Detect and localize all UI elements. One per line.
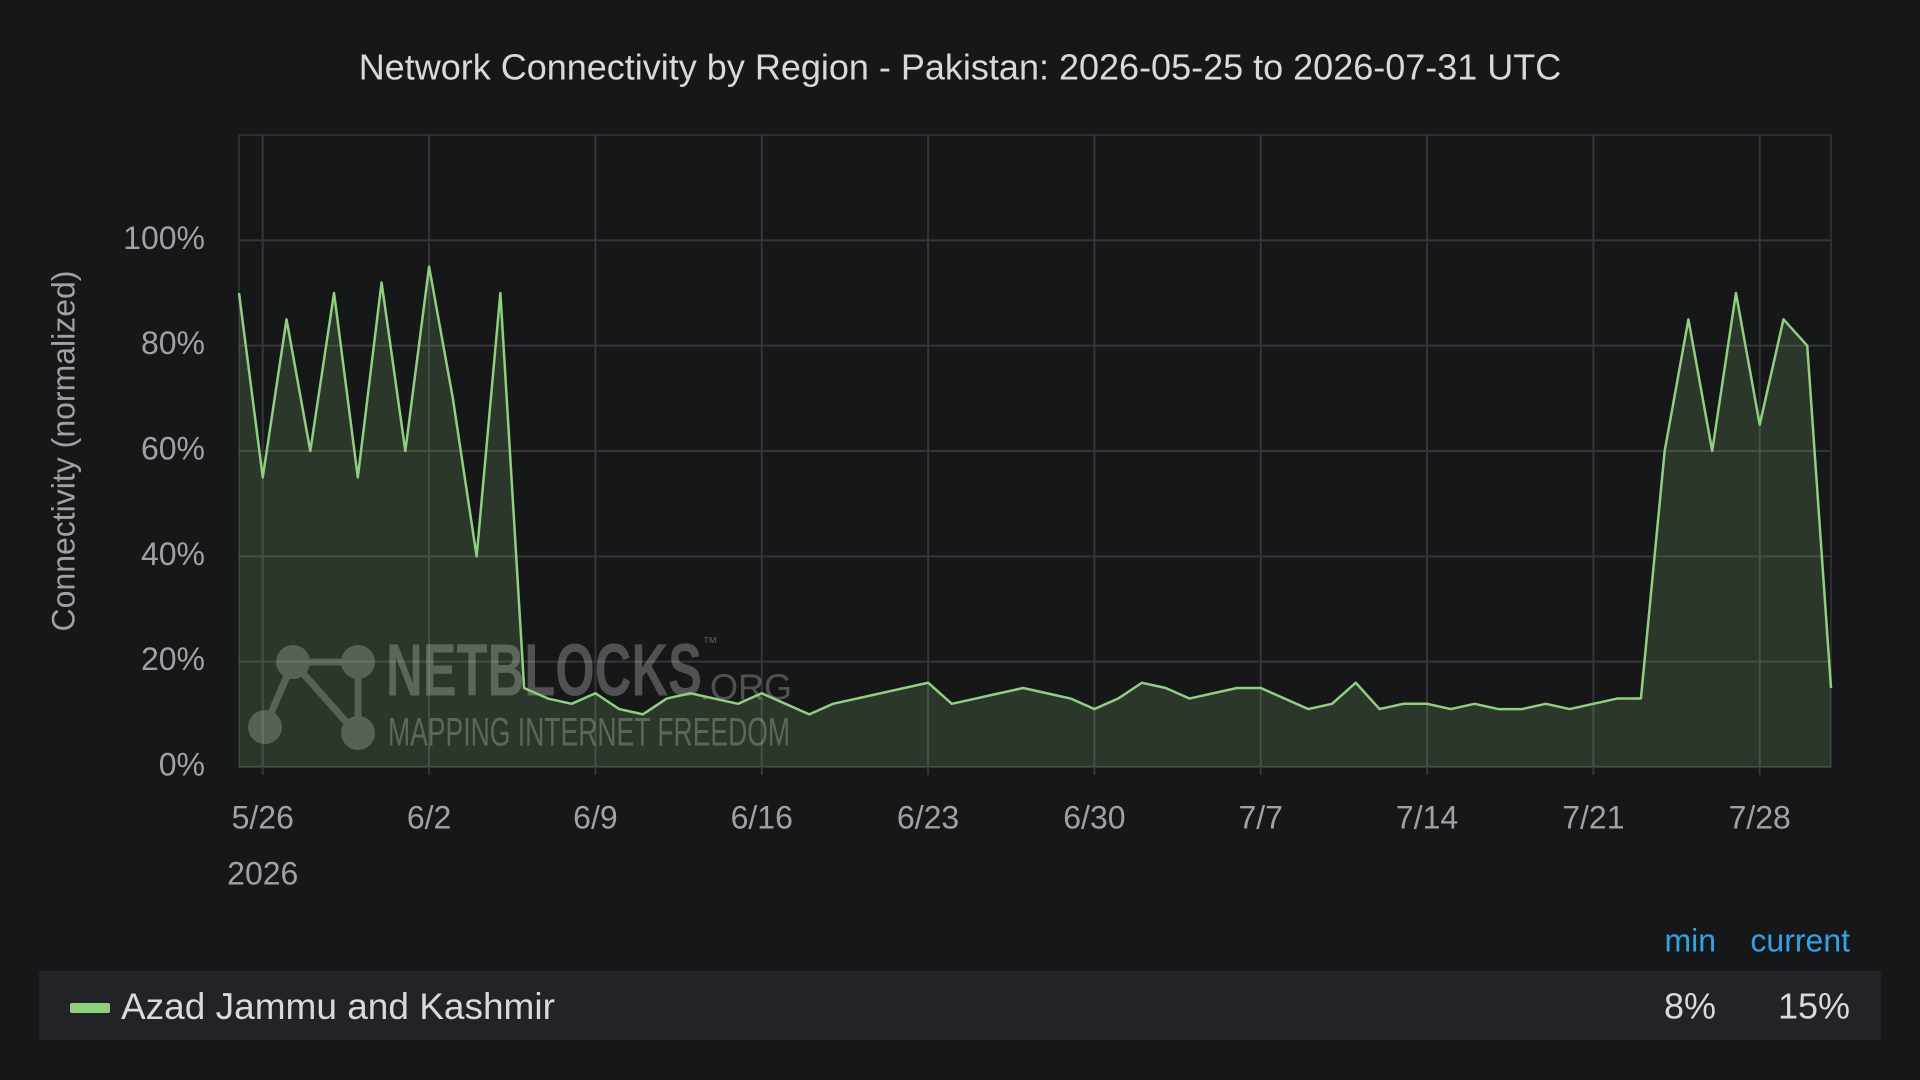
chart-title: Network Connectivity by Region - Pakista… xyxy=(359,47,1562,88)
y-tick-label: 60% xyxy=(141,430,205,466)
legend-row xyxy=(39,971,1881,1040)
watermark-link xyxy=(261,660,297,729)
series-area xyxy=(239,266,1831,767)
x-tick-label: 6/16 xyxy=(731,799,793,835)
x-tick-label: 7/28 xyxy=(1729,799,1791,835)
x-tick-label: 7/21 xyxy=(1562,799,1624,835)
y-tick-label: 40% xyxy=(141,536,205,572)
watermark-tagline: MAPPING INTERNET FREEDOM xyxy=(388,711,790,755)
y-tick-label: 100% xyxy=(123,220,205,256)
watermark-node xyxy=(248,710,282,744)
grid xyxy=(238,134,1832,775)
x-tick-label: 7/7 xyxy=(1238,799,1282,835)
legend-column-header: current xyxy=(1750,922,1850,958)
legend-column-header: min xyxy=(1664,922,1716,958)
x-tick-label: 5/26 xyxy=(232,799,294,835)
legend-swatch xyxy=(70,1003,110,1013)
watermark-tm: ™ xyxy=(702,635,718,652)
plot xyxy=(237,265,1833,767)
watermark: NETBLOCKS ™ .ORG MAPPING INTERNET FREEDO… xyxy=(248,629,792,755)
x-tick-label: 6/23 xyxy=(897,799,959,835)
watermark-link xyxy=(290,659,359,736)
watermark-node xyxy=(341,645,375,679)
x-year-label: 2026 xyxy=(227,855,298,891)
watermark-node xyxy=(341,716,375,750)
legend-min: 8% xyxy=(1664,986,1716,1027)
y-axis-label: Connectivity (normalized) xyxy=(45,270,81,631)
x-tick-label: 7/14 xyxy=(1396,799,1458,835)
series-line xyxy=(237,265,1833,716)
y-tick-label: 80% xyxy=(141,325,205,361)
y-tick-label: 0% xyxy=(159,746,205,782)
x-tick-label: 6/2 xyxy=(407,799,451,835)
legend-current: 15% xyxy=(1778,986,1850,1027)
watermark-node xyxy=(276,645,310,679)
x-tick-label: 6/9 xyxy=(573,799,617,835)
x-tick-label: 6/30 xyxy=(1063,799,1125,835)
y-tick-label: 20% xyxy=(141,641,205,677)
legend-label[interactable]: Azad Jammu and Kashmir xyxy=(121,986,555,1027)
